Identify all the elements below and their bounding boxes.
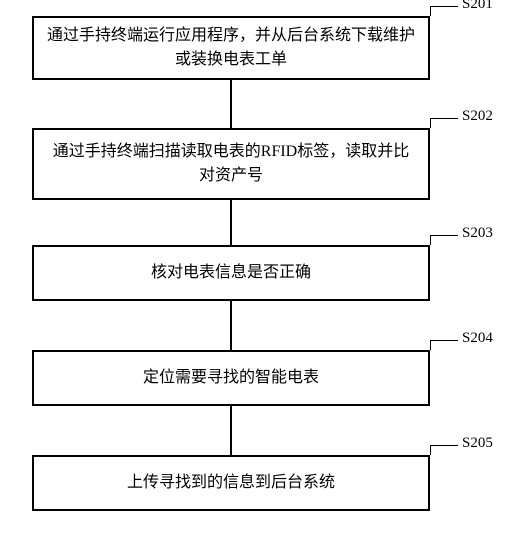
connector <box>230 80 232 128</box>
flow-node-s202: 通过手持终端扫描读取电表的RFID标签，读取并比对资产号 <box>32 128 430 200</box>
lead-line-horiz <box>430 340 458 341</box>
lead-line-horiz <box>430 235 458 236</box>
flowchart-container: 通过手持终端运行应用程序，并从后台系统下载维护或装换电表工单 S201 通过手持终端… <box>0 0 508 543</box>
node-label-s204: S204 <box>462 330 493 347</box>
node-text: 核对电表信息是否正确 <box>151 261 311 285</box>
flow-node-s201: 通过手持终端运行应用程序，并从后台系统下载维护或装换电表工单 <box>32 16 430 80</box>
lead-line-vert <box>430 235 431 245</box>
node-text: 通过手持终端运行应用程序，并从后台系统下载维护或装换电表工单 <box>46 24 416 72</box>
connector <box>230 301 232 350</box>
node-label-s201: S201 <box>462 0 493 13</box>
connector <box>230 406 232 455</box>
connector <box>230 200 232 245</box>
node-text: 定位需要寻找的智能电表 <box>143 366 319 390</box>
node-text: 通过手持终端扫描读取电表的RFID标签，读取并比对资产号 <box>46 140 416 188</box>
node-label-s205: S205 <box>462 435 493 452</box>
lead-line-horiz <box>430 118 458 119</box>
lead-line-vert <box>430 340 431 350</box>
lead-line-vert <box>430 6 431 16</box>
flow-node-s205: 上传寻找到的信息到后台系统 <box>32 455 430 511</box>
node-label-s203: S203 <box>462 225 493 242</box>
node-text: 上传寻找到的信息到后台系统 <box>127 471 335 495</box>
lead-line-horiz <box>430 6 458 7</box>
flow-node-s203: 核对电表信息是否正确 <box>32 245 430 301</box>
lead-line-vert <box>430 445 431 455</box>
lead-line-horiz <box>430 445 458 446</box>
lead-line-vert <box>430 118 431 128</box>
node-label-s202: S202 <box>462 108 493 125</box>
flow-node-s204: 定位需要寻找的智能电表 <box>32 350 430 406</box>
